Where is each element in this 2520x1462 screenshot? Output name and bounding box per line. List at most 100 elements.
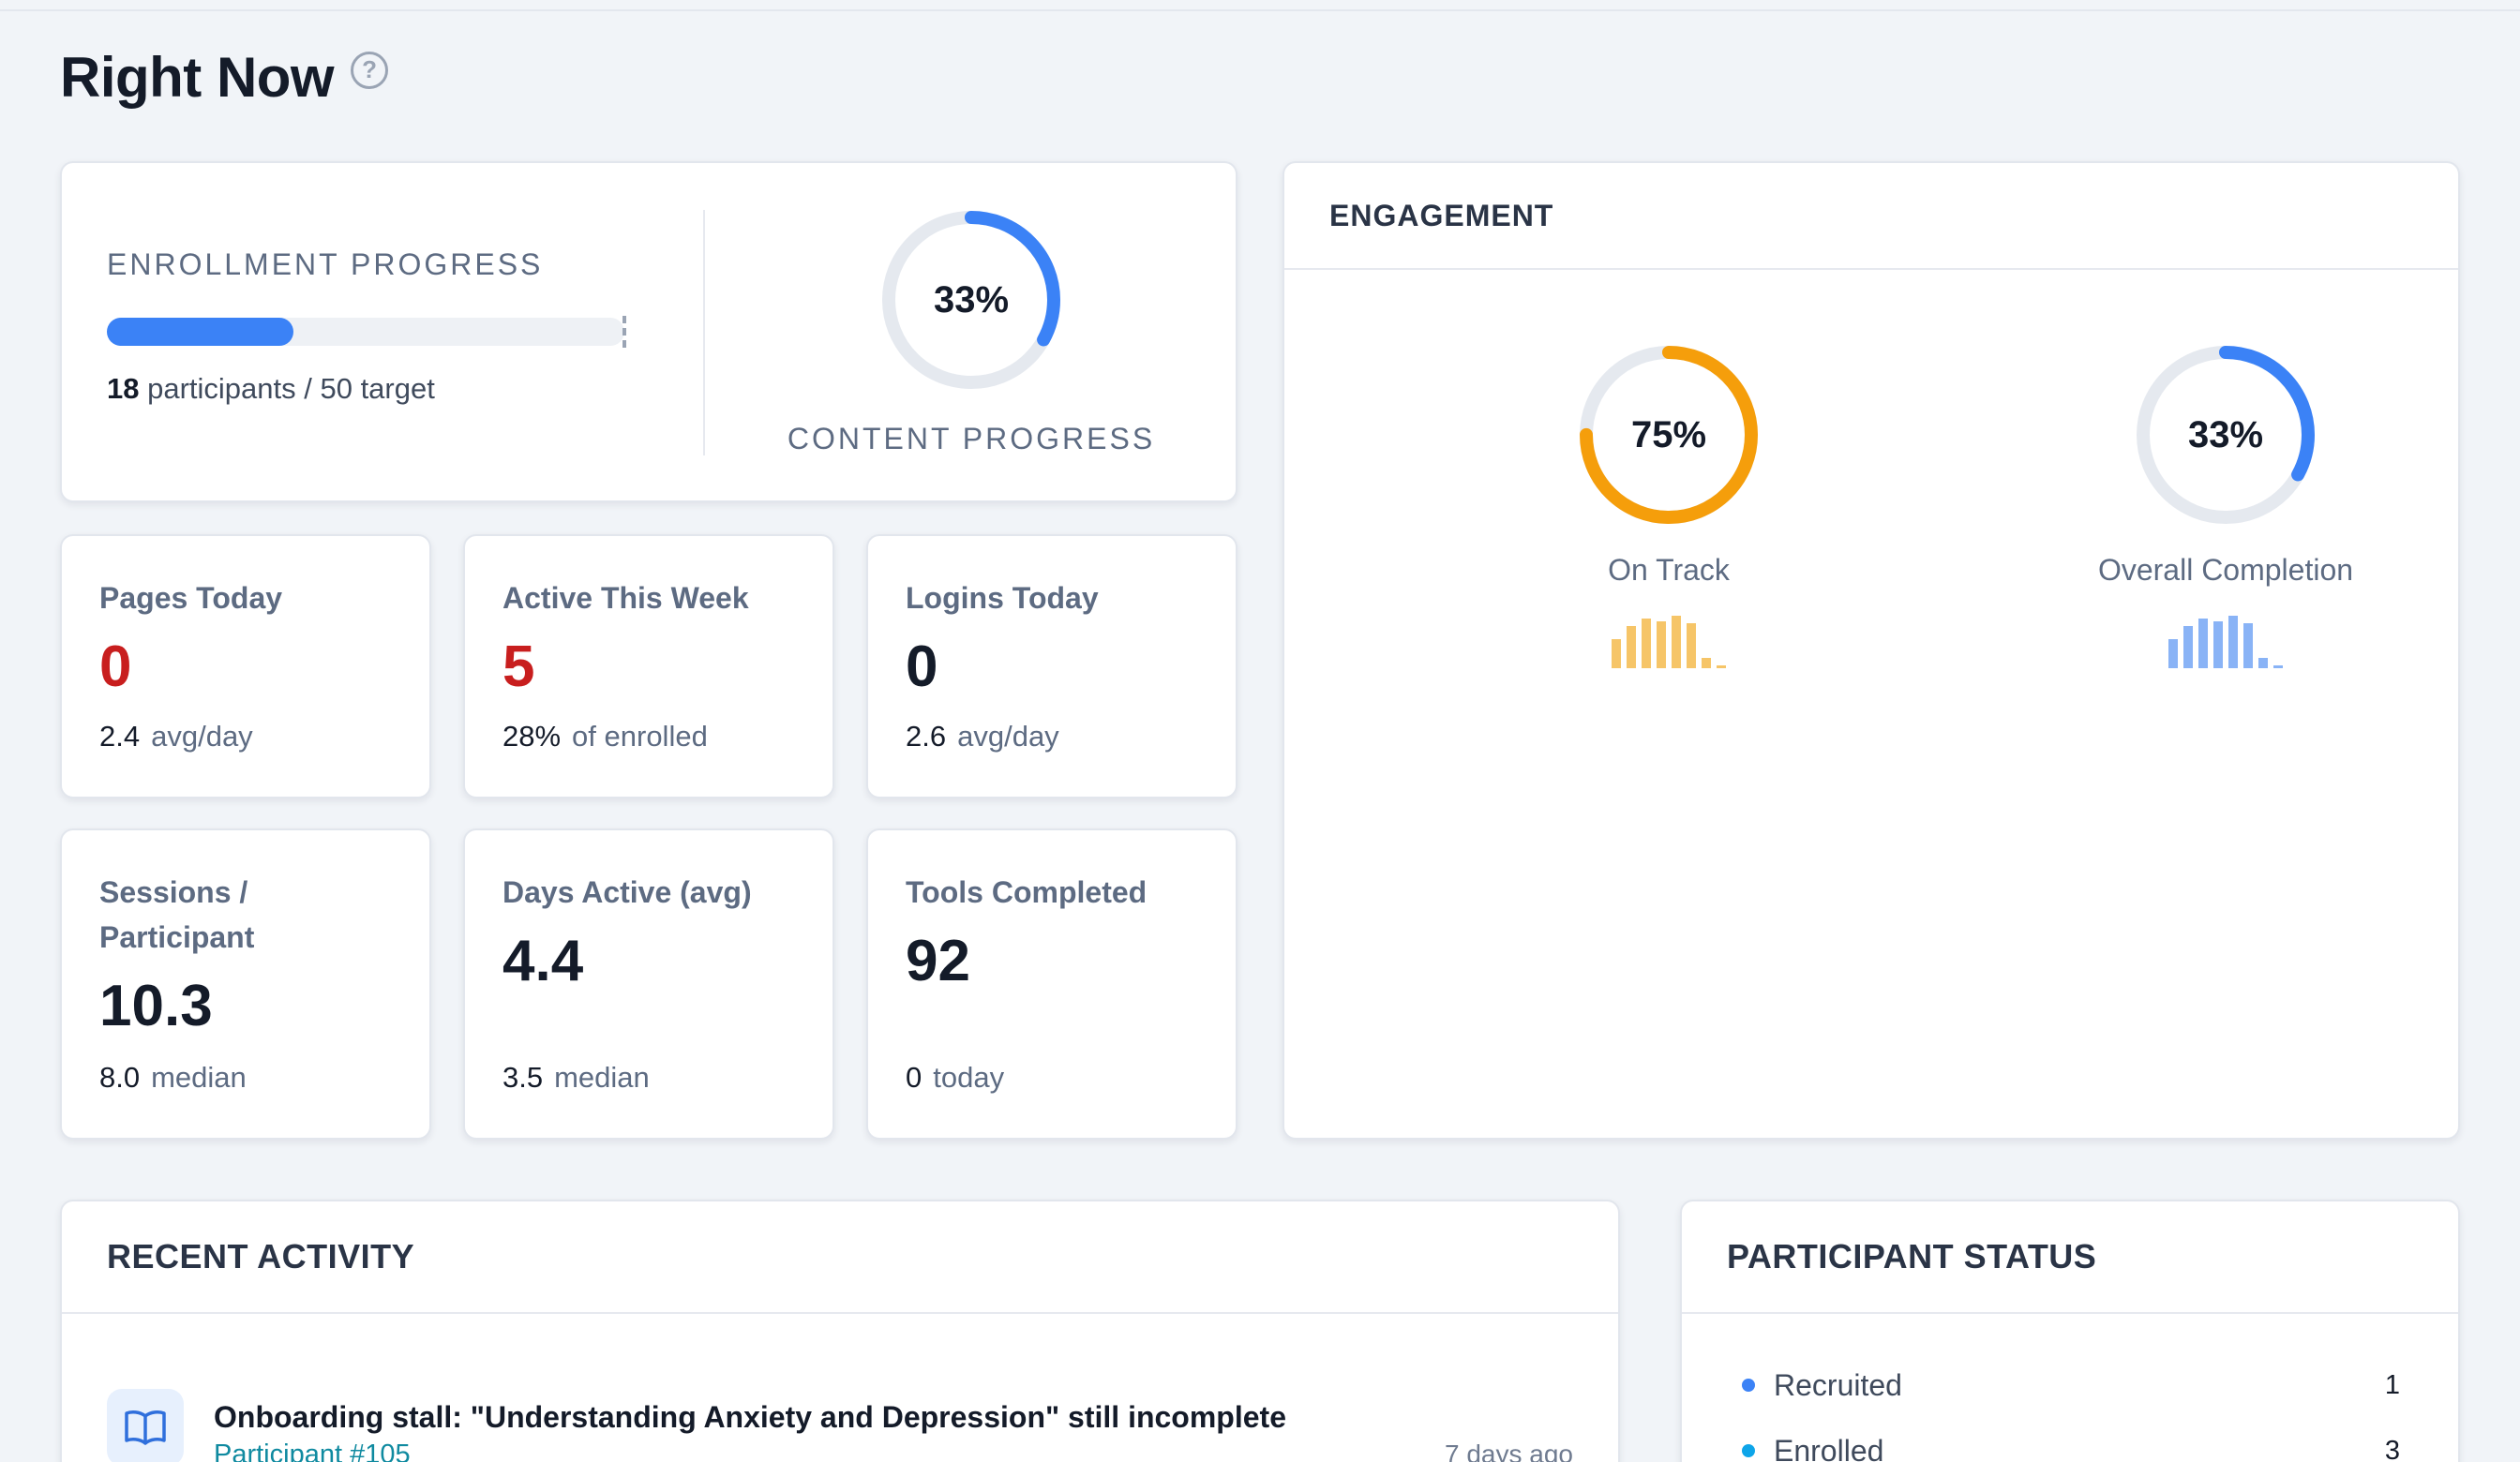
activity-timestamp: 7 days ago xyxy=(1445,1440,1573,1462)
activity-title: Onboarding stall: "Understanding Anxiety… xyxy=(214,1400,1286,1434)
recent-activity-header: RECENT ACTIVITY xyxy=(62,1201,1618,1314)
sparkline-bar xyxy=(2273,665,2283,668)
stat-sub-value: 2.4 xyxy=(99,720,141,753)
content-progress-label: CONTENT PROGRESS xyxy=(787,422,1156,455)
engagement-card: ENGAGEMENT 75% On Track 33% Overall Comp… xyxy=(1282,161,2460,1140)
enrollment-target-marker xyxy=(622,316,626,348)
overall-completion-sparkline xyxy=(2029,612,2422,668)
stat-label: Logins Today xyxy=(906,581,1099,615)
sparkline-bar xyxy=(2228,616,2238,668)
engagement-on-track[interactable]: 75% On Track xyxy=(1472,341,1866,668)
stat-sub-label: today xyxy=(933,1061,1005,1094)
on-track-ring: 75% xyxy=(1575,341,1762,529)
enrollment-progress-fill xyxy=(107,318,293,346)
stat-value: 10.3 xyxy=(99,974,213,1038)
stat-sub-value: 3.5 xyxy=(502,1061,544,1094)
sparkline-bar xyxy=(1672,616,1681,668)
status-count: 1 xyxy=(2384,1369,2400,1400)
enrollment-label: ENROLLMENT PROGRESS xyxy=(107,247,544,281)
sparkline-bar xyxy=(1642,619,1651,668)
on-track-sparkline xyxy=(1472,612,1866,668)
status-dot xyxy=(1742,1379,1755,1392)
stat-sub-label: median xyxy=(151,1061,247,1094)
sparkline-bar xyxy=(2258,658,2268,668)
book-icon xyxy=(107,1389,184,1462)
sparkline-bar xyxy=(1687,623,1696,668)
engagement-title: ENGAGEMENT xyxy=(1329,198,1554,232)
overall-completion-value: 33% xyxy=(2187,413,2264,455)
stat-card-sessions-per-participant[interactable]: Sessions / Participant 10.3 8.0 median xyxy=(60,828,431,1140)
overall-completion-label: Overall Completion xyxy=(2097,553,2354,587)
stat-value: 0 xyxy=(99,634,132,699)
stat-label: Pages Today xyxy=(99,581,283,615)
enrollment-progress-bar xyxy=(107,316,626,348)
help-icon[interactable]: ? xyxy=(351,51,389,89)
stat-value: 0 xyxy=(906,634,938,699)
stat-sub-label: of enrolled xyxy=(572,720,708,753)
content-progress-value: 33% xyxy=(933,278,1010,321)
enrollment-summary: 18 participants / 50 target xyxy=(107,372,688,406)
sparkline-bar xyxy=(2243,623,2253,668)
status-row-enrolled[interactable]: Enrolled 3 xyxy=(1742,1430,2400,1462)
stat-value: 5 xyxy=(502,634,535,699)
stat-sub-value: 8.0 xyxy=(99,1061,141,1094)
on-track-value: 75% xyxy=(1630,413,1707,455)
sparkline-bar xyxy=(1627,626,1636,668)
status-row-recruited[interactable]: Recruited 1 xyxy=(1742,1365,2400,1406)
enrollment-target-text: participants / 50 target xyxy=(147,372,435,405)
stat-sub-value: 2.6 xyxy=(906,720,947,753)
stat-label: Sessions / Participant xyxy=(99,875,255,954)
stat-sub-value: 28% xyxy=(502,720,562,753)
stat-label: Active This Week xyxy=(502,581,749,615)
participant-status-header: PARTICIPANT STATUS xyxy=(1682,1201,2458,1314)
stat-sub-value: 0 xyxy=(906,1061,922,1094)
sparkline-bar xyxy=(1612,639,1621,668)
stat-card-days-active[interactable]: Days Active (avg) 4.4 3.5 median xyxy=(463,828,834,1140)
enrollment-card: ENROLLMENT PROGRESS 18 participants / 50… xyxy=(60,161,1238,502)
stat-card-active-this-week[interactable]: Active This Week 5 28% of enrolled xyxy=(463,534,834,798)
status-count: 3 xyxy=(2384,1435,2400,1462)
sparkline-bar xyxy=(2213,621,2223,668)
sparkline-bar xyxy=(1657,621,1666,668)
page-title: Right Now xyxy=(60,46,335,109)
content-progress-ring: 33% xyxy=(878,206,1065,394)
stat-subtext: 0 today xyxy=(906,1061,1004,1095)
stat-subtext: 2.4 avg/day xyxy=(99,720,253,753)
recent-activity-title: RECENT ACTIVITY xyxy=(107,1237,415,1276)
status-label: Enrolled xyxy=(1774,1433,1884,1462)
activity-item[interactable]: Onboarding stall: "Understanding Anxiety… xyxy=(107,1389,1573,1462)
stat-sub-label: avg/day xyxy=(151,720,253,753)
sparkline-bar xyxy=(1717,665,1726,668)
engagement-overall-completion[interactable]: 33% Overall Completion xyxy=(2029,341,2422,668)
stat-label: Days Active (avg) xyxy=(502,875,752,909)
sparkline-bar xyxy=(2183,626,2193,668)
stat-value: 4.4 xyxy=(502,929,584,993)
stat-card-pages-today[interactable]: Pages Today 0 2.4 avg/day xyxy=(60,534,431,798)
enrollment-progress: ENROLLMENT PROGRESS 18 participants / 50… xyxy=(107,247,688,406)
recent-activity-card: RECENT ACTIVITY Onboarding stall: "Under… xyxy=(60,1200,1620,1462)
stat-subtext: 28% of enrolled xyxy=(502,720,708,753)
stat-subtext: 2.6 avg/day xyxy=(906,720,1059,753)
sparkline-bar xyxy=(1702,658,1711,668)
enrollment-participant-count: 18 xyxy=(107,372,140,405)
engagement-header: ENGAGEMENT xyxy=(1284,163,2458,270)
stat-sub-label: avg/day xyxy=(957,720,1059,753)
overall-completion-arc xyxy=(2137,346,2315,524)
stat-subtext: 8.0 median xyxy=(99,1061,247,1095)
participant-status-card: PARTICIPANT STATUS Recruited 1 Enrolled … xyxy=(1680,1200,2460,1462)
participant-link[interactable]: Participant #105 xyxy=(214,1440,411,1462)
sparkline-bar xyxy=(2198,619,2208,668)
status-dot xyxy=(1742,1444,1755,1457)
participant-status-title: PARTICIPANT STATUS xyxy=(1727,1237,2097,1276)
stat-subtext: 3.5 median xyxy=(502,1061,650,1095)
stat-card-tools-completed[interactable]: Tools Completed 92 0 today xyxy=(866,828,1238,1140)
stat-label: Tools Completed xyxy=(906,875,1148,909)
card-divider xyxy=(703,210,705,455)
content-progress: 33% CONTENT PROGRESS xyxy=(737,206,1206,456)
stat-sub-label: median xyxy=(554,1061,650,1094)
page-header: Right Now ? xyxy=(60,45,389,110)
stat-card-logins-today[interactable]: Logins Today 0 2.6 avg/day xyxy=(866,534,1238,798)
stat-value: 92 xyxy=(906,929,970,993)
overall-completion-ring: 33% xyxy=(2132,341,2319,529)
status-label: Recruited xyxy=(1774,1367,1902,1402)
